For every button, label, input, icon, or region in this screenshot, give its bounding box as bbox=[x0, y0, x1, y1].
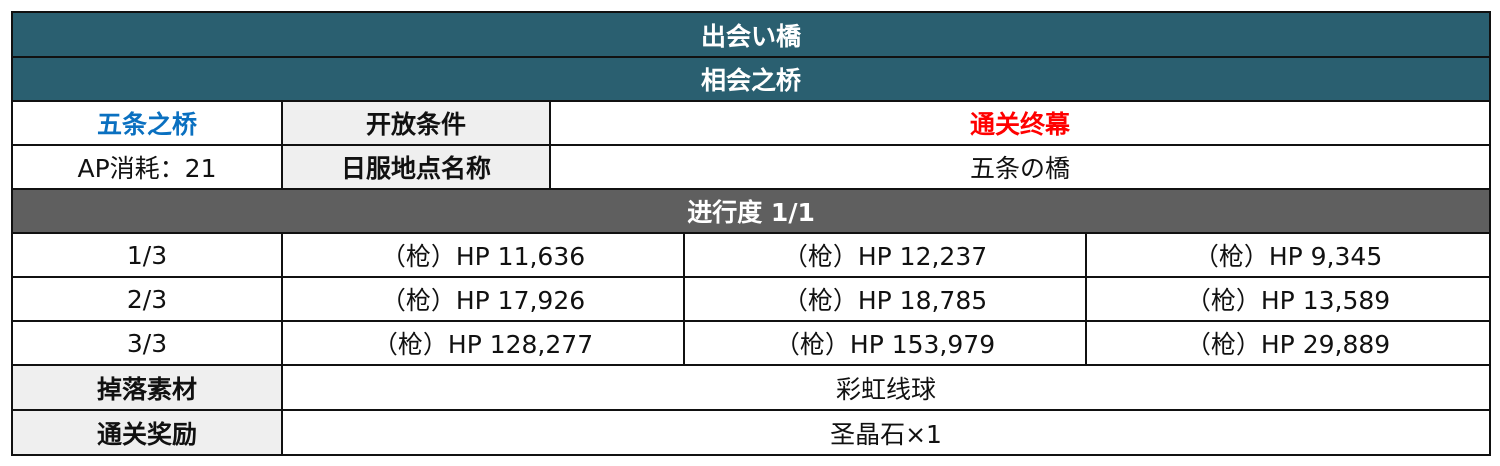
progress-header: 进行度 1/1 bbox=[10, 188, 1492, 234]
enemy: （枪）HP 12,237 bbox=[683, 232, 1087, 278]
enemy: （枪）HP 17,926 bbox=[281, 276, 685, 322]
enemy: （枪）HP 13,589 bbox=[1084, 276, 1492, 322]
enemy: （枪）HP 9,345 bbox=[1084, 232, 1492, 278]
wave-label: 2/3 bbox=[11, 276, 283, 322]
enemy: （枪）HP 29,889 bbox=[1084, 320, 1492, 366]
drops-value: 彩虹线球 bbox=[280, 364, 1492, 411]
reward-value: 圣晶石×1 bbox=[280, 409, 1492, 456]
enemy: （枪）HP 18,785 bbox=[683, 276, 1087, 322]
wave-label: 3/3 bbox=[11, 320, 283, 366]
jp-name-value: 五条の橋 bbox=[548, 144, 1492, 190]
drops-label: 掉落素材 bbox=[11, 364, 283, 411]
jp-name-label: 日服地点名称 bbox=[281, 144, 551, 190]
enemy: （枪）HP 11,636 bbox=[281, 232, 685, 278]
title-cn: 相会之桥 bbox=[10, 56, 1492, 102]
reward-label: 通关奖励 bbox=[11, 409, 283, 456]
open-condition-label: 开放条件 bbox=[281, 100, 551, 146]
wave-label: 1/3 bbox=[11, 232, 283, 278]
title-jp: 出会い橋 bbox=[10, 11, 1492, 58]
quest-info-table: 出会い橋 相会之桥 五条之桥 开放条件 通关终幕 AP消耗：21 日服地点名称 … bbox=[10, 11, 1492, 456]
ap-cost: AP消耗：21 bbox=[11, 144, 283, 190]
enemy: （枪）HP 128,277 bbox=[281, 320, 685, 366]
open-condition-value: 通关终幕 bbox=[548, 100, 1492, 146]
wave-row: 1/3 （枪）HP 11,636 （枪）HP 12,237 （枪）HP 9,34… bbox=[11, 232, 1492, 278]
wave-row: 3/3 （枪）HP 128,277 （枪）HP 153,979 （枪）HP 29… bbox=[11, 320, 1492, 366]
node-name: 五条之桥 bbox=[11, 100, 283, 146]
wave-row: 2/3 （枪）HP 17,926 （枪）HP 18,785 （枪）HP 13,5… bbox=[11, 276, 1492, 322]
enemy: （枪）HP 153,979 bbox=[683, 320, 1087, 366]
